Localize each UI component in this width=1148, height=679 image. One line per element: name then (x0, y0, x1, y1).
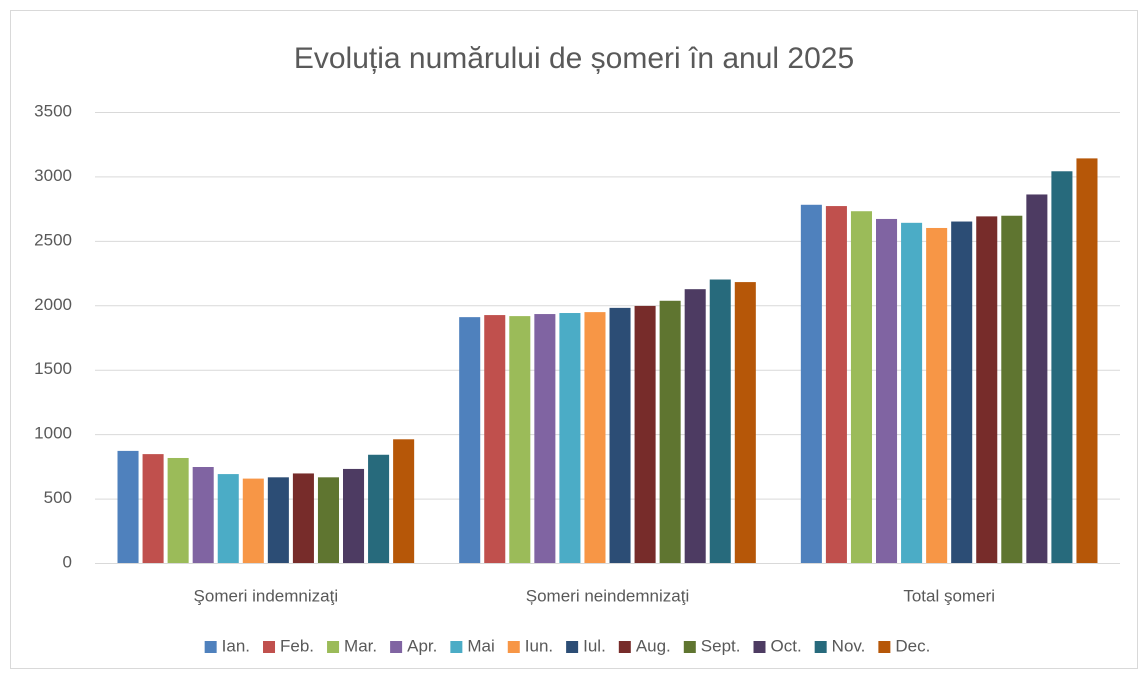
bar (1001, 215, 1023, 564)
bar (142, 454, 164, 563)
bar (393, 439, 415, 563)
legend-swatch (618, 641, 631, 653)
legend-swatch (878, 641, 891, 653)
y-tick-label: 1000 (34, 424, 72, 443)
bar (459, 317, 481, 563)
bar (1076, 158, 1098, 564)
y-tick-label: 3000 (34, 166, 72, 185)
y-tick-label: 500 (44, 488, 72, 507)
bar (825, 206, 847, 563)
legend-swatch (753, 641, 766, 653)
bar (684, 289, 706, 563)
bar (734, 282, 756, 563)
bar (609, 307, 631, 563)
legend-label: Iul. (583, 636, 606, 655)
bar (317, 477, 339, 563)
y-tick-label: 3500 (34, 101, 72, 120)
bar (559, 313, 581, 563)
bar (167, 457, 189, 563)
bar (117, 450, 139, 563)
x-tick-label: Şomeri indemnizaţi (194, 586, 339, 605)
bar (1026, 194, 1048, 563)
bar (976, 216, 998, 564)
bar (659, 300, 681, 563)
bar (368, 454, 390, 563)
y-tick-label: 2000 (34, 295, 72, 314)
legend-label: Iun. (525, 636, 553, 655)
legend-label: Feb. (280, 636, 314, 655)
bar (800, 204, 822, 563)
legend-label: Apr. (407, 636, 437, 655)
chart-title: Evoluția numărului de șomeri în anul 202… (294, 42, 854, 75)
bar (584, 312, 606, 563)
legend-swatch (327, 641, 340, 653)
bar (709, 279, 731, 563)
bar (850, 211, 872, 563)
x-tick-label: Șomeri neindemnizaţi (526, 586, 689, 605)
bar (343, 468, 365, 563)
legend-swatch (204, 641, 217, 653)
legend-swatch (566, 641, 579, 653)
bar (242, 478, 264, 563)
bar (192, 467, 214, 563)
legend-swatch (814, 641, 827, 653)
legend-swatch (263, 641, 276, 653)
bar (217, 474, 239, 563)
legend-label: Nov. (832, 636, 866, 655)
legend-swatch (507, 641, 520, 653)
bar (901, 222, 923, 563)
bar (267, 477, 289, 563)
bar (292, 473, 314, 563)
x-tick-label: Total şomeri (903, 586, 995, 605)
legend-swatch (390, 641, 403, 653)
bar (509, 316, 531, 563)
legend-label: Aug. (636, 636, 671, 655)
legend-label: Oct. (771, 636, 802, 655)
legend-label: Dec. (895, 636, 930, 655)
y-tick-label: 0 (63, 552, 72, 571)
legend-label: Mai (467, 636, 494, 655)
legend-swatch (450, 641, 463, 653)
bar (484, 315, 506, 563)
bar (1051, 171, 1073, 563)
bar (876, 218, 898, 564)
bar (634, 305, 656, 563)
legend-swatch (683, 641, 696, 653)
bar (926, 227, 948, 563)
y-tick-label: 2500 (34, 230, 72, 249)
bar (951, 221, 973, 563)
legend-label: Ian. (222, 636, 250, 655)
bar (534, 314, 556, 563)
y-tick-label: 1500 (34, 359, 72, 378)
legend-label: Mar. (344, 636, 377, 655)
legend-label: Sept. (701, 636, 741, 655)
